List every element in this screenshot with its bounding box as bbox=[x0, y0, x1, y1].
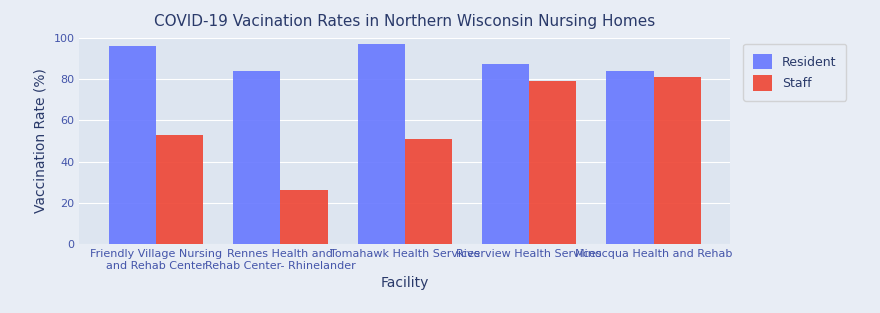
Title: COVID-19 Vacination Rates in Northern Wisconsin Nursing Homes: COVID-19 Vacination Rates in Northern Wi… bbox=[154, 14, 656, 29]
X-axis label: Facility: Facility bbox=[381, 276, 429, 290]
Bar bbox=[357, 44, 405, 244]
Bar bbox=[281, 190, 327, 244]
Legend: Resident, Staff: Resident, Staff bbox=[744, 44, 847, 100]
Bar bbox=[654, 77, 700, 244]
Bar bbox=[156, 135, 203, 244]
Bar bbox=[606, 71, 654, 244]
Bar bbox=[109, 46, 156, 244]
Bar bbox=[529, 81, 576, 244]
Bar bbox=[482, 64, 529, 244]
Bar bbox=[233, 71, 281, 244]
Bar bbox=[405, 139, 452, 244]
Y-axis label: Vaccination Rate (%): Vaccination Rate (%) bbox=[33, 69, 48, 213]
